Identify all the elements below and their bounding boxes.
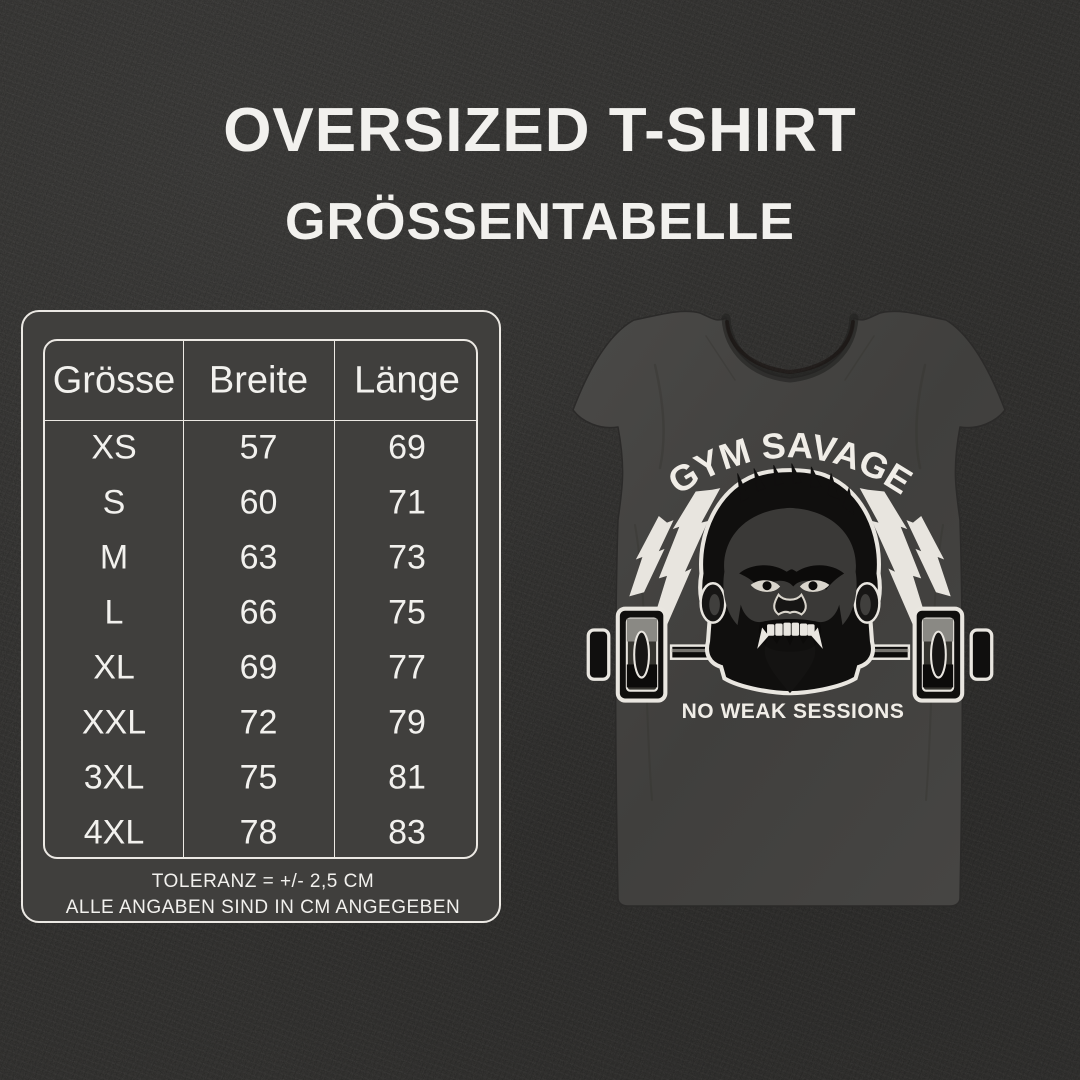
- svg-text:NO WEAK SESSIONS: NO WEAK SESSIONS: [682, 700, 905, 723]
